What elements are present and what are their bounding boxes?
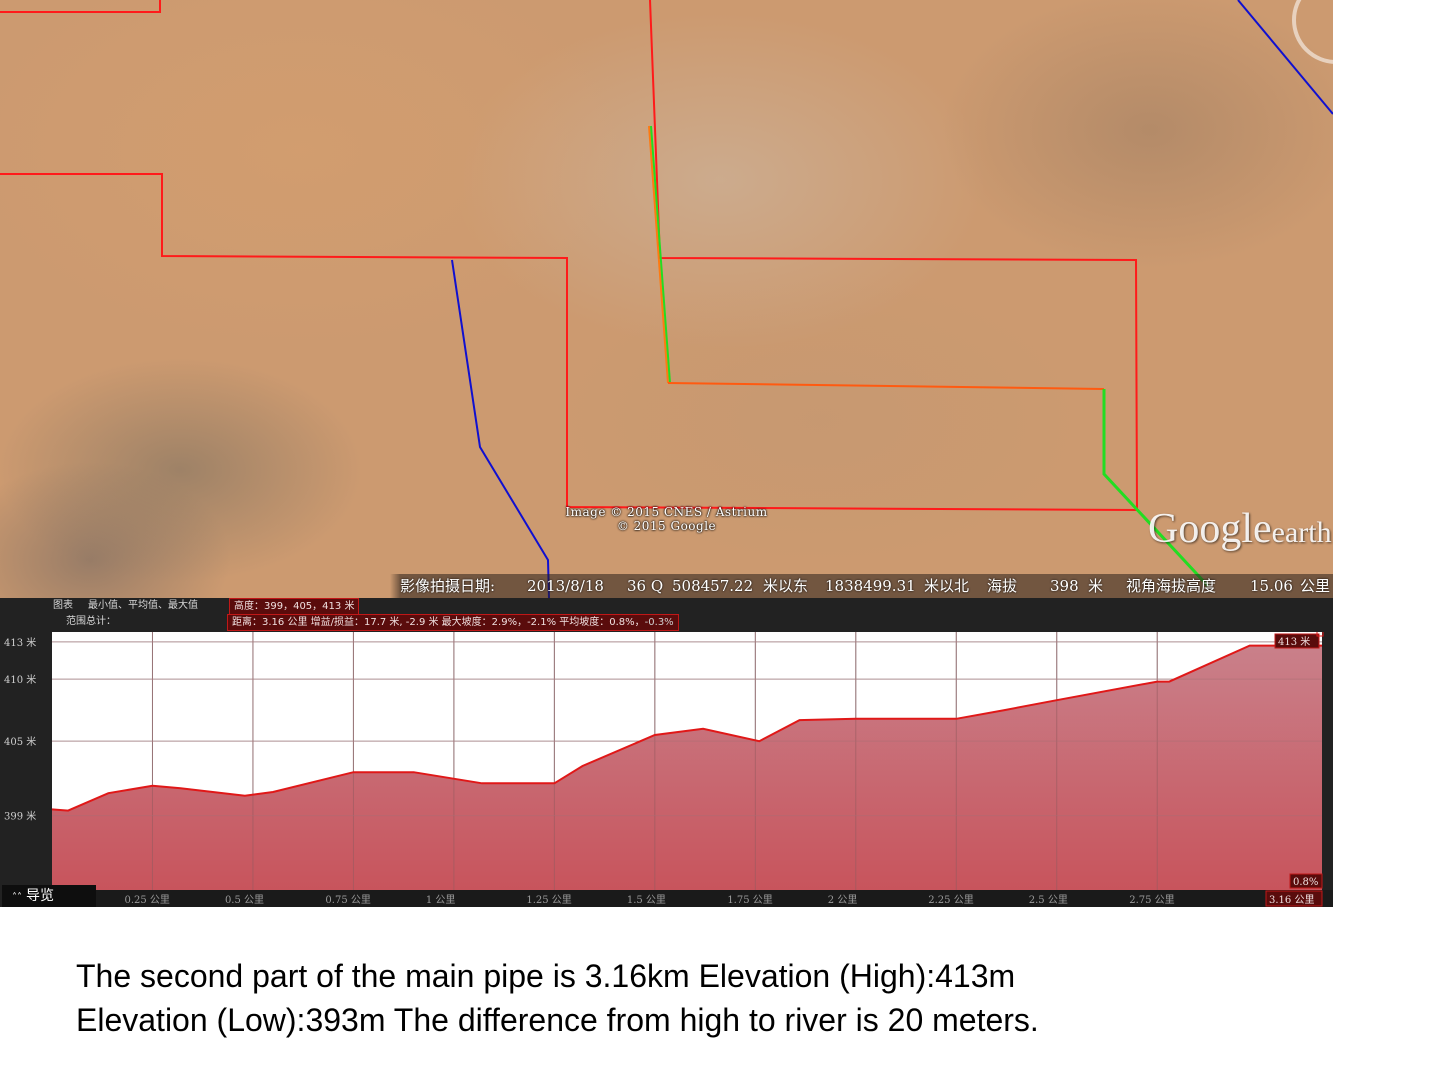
y-tick-label: 410 米 bbox=[4, 673, 36, 686]
x-tick-label: 1.75 公里 bbox=[727, 894, 772, 906]
x-axis-bar bbox=[96, 890, 1333, 907]
northing-label: 米以北 bbox=[924, 577, 970, 595]
max-elevation-badge-text: 413 米 bbox=[1278, 635, 1310, 648]
easting-label: 米以东 bbox=[763, 577, 809, 595]
slope-badge-text: 0.8% bbox=[1293, 877, 1318, 888]
pipe-line-first-leg-highlight bbox=[650, 125, 671, 384]
caption-line-1: The second part of the main pipe is 3.16… bbox=[76, 958, 1016, 994]
google-credit: © 2015 Google bbox=[616, 519, 717, 533]
height-stats-box: 高度：399，405，413 米 bbox=[229, 598, 360, 615]
x-tick-label: 0.75 公里 bbox=[325, 894, 370, 906]
profile-stat-row-range: 范围总计： 距离：3.16 公里 增益/损益：17.7 米, -2.9 米 最大… bbox=[0, 614, 1333, 631]
y-tick-label: 405 米 bbox=[4, 735, 36, 748]
x-tick-label: 1 公里 bbox=[426, 894, 456, 906]
caption-line-2: Elevation (Low):393m The difference from… bbox=[76, 1002, 1039, 1038]
chevron-up-icon: ˄˄ bbox=[12, 892, 22, 903]
eye-altitude-unit: 公里 bbox=[1300, 577, 1331, 595]
boundary-line-west bbox=[0, 0, 1139, 512]
caption: The second part of the main pipe is 3.16… bbox=[76, 954, 1416, 1042]
x-tick-label: 0.25 公里 bbox=[124, 894, 169, 906]
map-view[interactable]: Image © 2015 CNES / Astrium © 2015 Googl… bbox=[0, 0, 1333, 598]
elevation-label: 海拔 bbox=[987, 577, 1018, 595]
easting-value: 508457.22 bbox=[672, 577, 754, 595]
x-tick-label: 1.5 公里 bbox=[627, 894, 666, 906]
chart-label: 图表 bbox=[53, 600, 73, 611]
river-line-east bbox=[1237, 0, 1333, 115]
range-total-label: 范围总计： bbox=[66, 616, 116, 627]
google-earth-logo: Googleearth bbox=[1148, 506, 1332, 552]
profile-stat-row-height: 图表 最小值、平均值、最大值 高度：399，405，413 米 bbox=[0, 598, 1333, 615]
imagery-date: 2013/8/18 bbox=[527, 577, 604, 595]
eye-altitude-label: 视角海拔高度 bbox=[1126, 577, 1217, 595]
end-distance-badge bbox=[1265, 890, 1323, 907]
map-overlay bbox=[0, 0, 1333, 598]
x-tick-label: 0.5 公里 bbox=[225, 894, 264, 906]
elevation-value: 398 bbox=[1050, 577, 1079, 595]
x-tick-label: 2.5 公里 bbox=[1029, 894, 1068, 906]
y-tick-label: 413 米 bbox=[4, 636, 36, 649]
northing-value: 1838499.31 bbox=[825, 577, 916, 595]
pipe-line-green bbox=[1102, 389, 1210, 588]
y-tick-label: 399 米 bbox=[4, 810, 36, 823]
boundary-line-top-left bbox=[0, 0, 161, 13]
elevation-unit: 米 bbox=[1088, 577, 1104, 595]
x-tick-label: 1.25 公里 bbox=[526, 894, 571, 906]
utm-zone: 36 Q bbox=[627, 577, 664, 595]
cursor-marker bbox=[1316, 632, 1324, 637]
x-tick-label: 2.25 公里 bbox=[928, 894, 973, 906]
pipe-line-first-leg bbox=[648, 125, 669, 384]
imagery-date-label: 影像拍摄日期: bbox=[400, 577, 496, 595]
x-tick-label: 2.75 公里 bbox=[1129, 894, 1174, 906]
eye-altitude-value: 15.06 bbox=[1250, 577, 1293, 595]
elevation-area bbox=[52, 645, 1322, 890]
slope-badge bbox=[1289, 873, 1323, 889]
elevation-profile-chart[interactable]: 413 米 410 米 405 米 399 米 0.25 公里 0.5 公里 0.75 公里… bbox=[0, 632, 1333, 907]
status-bar: 影像拍摄日期: 2013/8/18 36 Q 508457.22 米以东 183… bbox=[0, 574, 1333, 598]
pipe-line-main bbox=[667, 382, 1105, 390]
navigation-button[interactable]: ˄˄ 导览 bbox=[2, 885, 96, 907]
river-line-west bbox=[451, 259, 550, 598]
x-tick-label: 2 公里 bbox=[828, 894, 858, 906]
imagery-credit: Image © 2015 CNES / Astrium bbox=[565, 505, 768, 519]
range-stats-box: 距离：3.16 公里 增益/损益：17.7 米, -2.9 米 最大坡度：2.9… bbox=[227, 614, 679, 631]
max-elevation-badge bbox=[1274, 633, 1320, 649]
chart-items: 最小值、平均值、最大值 bbox=[88, 600, 198, 611]
x-tick-label-end: 3.16 公里 bbox=[1269, 894, 1314, 906]
